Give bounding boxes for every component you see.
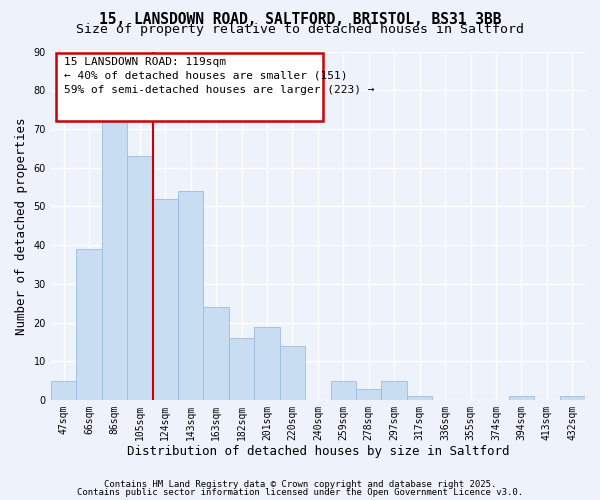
- Text: Size of property relative to detached houses in Saltford: Size of property relative to detached ho…: [76, 22, 524, 36]
- Bar: [254, 326, 280, 400]
- Bar: [127, 156, 152, 400]
- Bar: [229, 338, 254, 400]
- Bar: [356, 388, 382, 400]
- Bar: [280, 346, 305, 400]
- Text: 15 LANSDOWN ROAD: 119sqm
← 40% of detached houses are smaller (151)
59% of semi-: 15 LANSDOWN ROAD: 119sqm ← 40% of detach…: [64, 56, 374, 94]
- Bar: [101, 118, 127, 400]
- Text: Contains public sector information licensed under the Open Government Licence v3: Contains public sector information licen…: [77, 488, 523, 497]
- Bar: [178, 191, 203, 400]
- Text: Contains HM Land Registry data © Crown copyright and database right 2025.: Contains HM Land Registry data © Crown c…: [104, 480, 496, 489]
- Bar: [407, 396, 433, 400]
- Bar: [152, 198, 178, 400]
- FancyBboxPatch shape: [56, 53, 323, 121]
- X-axis label: Distribution of detached houses by size in Saltford: Distribution of detached houses by size …: [127, 444, 509, 458]
- Bar: [76, 249, 101, 400]
- Bar: [51, 381, 76, 400]
- Bar: [331, 381, 356, 400]
- Text: 15, LANSDOWN ROAD, SALTFORD, BRISTOL, BS31 3BB: 15, LANSDOWN ROAD, SALTFORD, BRISTOL, BS…: [99, 12, 501, 28]
- Bar: [560, 396, 585, 400]
- Bar: [509, 396, 534, 400]
- Y-axis label: Number of detached properties: Number of detached properties: [15, 117, 28, 334]
- Bar: [203, 307, 229, 400]
- Bar: [382, 381, 407, 400]
